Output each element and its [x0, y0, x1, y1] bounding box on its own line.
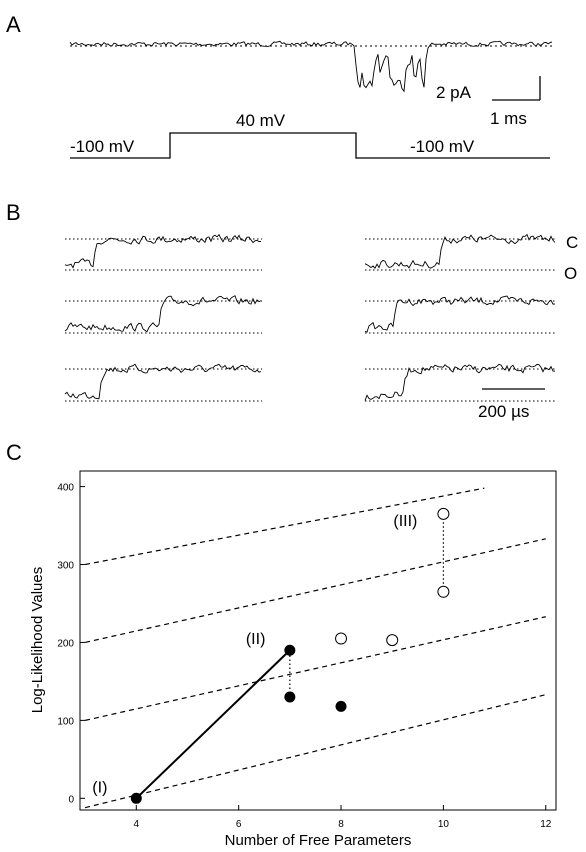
plot-marks: (I) (II) (III)	[84, 487, 546, 809]
x-tick-label: 6	[236, 819, 242, 830]
x-axis-title: Number of Free Parameters	[225, 832, 412, 849]
panel-a-scalebar-current: 2 pA	[436, 83, 472, 102]
open-data-point	[437, 585, 450, 598]
panel-b-letter: B	[6, 200, 21, 225]
likelihood-ratio-dashed-line	[84, 694, 546, 809]
open-data-point	[437, 507, 450, 520]
single-channel-trace	[64, 363, 262, 400]
model-annotation: (I)	[92, 779, 107, 796]
open-data-point	[386, 634, 399, 647]
single-channel-trace	[364, 295, 556, 333]
open-data-point	[335, 632, 348, 645]
likelihood-ratio-dashed-line	[84, 538, 546, 644]
filled-data-point	[284, 644, 296, 656]
single-channel-trace	[364, 363, 555, 401]
x-tick-label: 12	[540, 819, 552, 830]
panel-b-closed-label: C	[566, 233, 578, 252]
single-channel-trace	[64, 233, 261, 269]
y-tick-label: 200	[57, 638, 74, 649]
y-tick-label: 0	[68, 794, 74, 805]
filled-data-point	[335, 700, 347, 712]
panel-a-current-trace	[69, 40, 553, 93]
likelihood-ratio-dashed-line	[84, 616, 546, 721]
solid-connecting-line	[135, 649, 291, 800]
likelihood-ratio-dashed-line	[85, 487, 485, 566]
x-tick-label: 10	[438, 819, 450, 830]
panel-b-scalebar-label: 200 µs	[478, 402, 529, 421]
single-channel-trace	[64, 295, 262, 333]
panel-b-open-label: O	[564, 264, 577, 283]
y-tick-label: 400	[57, 483, 74, 494]
panel-c-letter: C	[6, 440, 22, 465]
panel-a-scalebar	[492, 76, 541, 101]
plot-frame	[79, 470, 557, 811]
y-tick-label: 100	[57, 716, 74, 727]
panel-a-voltage-label-2: 40 mV	[236, 111, 286, 130]
panel-a-voltage-label-3: -100 mV	[410, 137, 475, 156]
plot-axes: 4 6 8 10 12 0 100 200 300 400	[57, 483, 551, 830]
filled-data-point	[130, 792, 142, 804]
panel-a-voltage-protocol	[70, 132, 550, 159]
panel-a-voltage-label-1: -100 mV	[70, 137, 135, 156]
x-tick-label: 4	[134, 819, 140, 830]
panel-a-letter: A	[6, 12, 21, 37]
filled-data-point	[284, 691, 296, 703]
y-axis-title: Log-Likelihood Values	[29, 567, 46, 714]
model-annotation: (III)	[393, 513, 417, 530]
single-channel-trace	[364, 233, 556, 269]
x-tick-label: 8	[338, 819, 344, 830]
panel-b-traces	[64, 233, 556, 402]
y-tick-label: 300	[57, 561, 74, 572]
panel-a-scalebar-time: 1 ms	[490, 109, 527, 128]
model-annotation: (II)	[246, 631, 266, 648]
